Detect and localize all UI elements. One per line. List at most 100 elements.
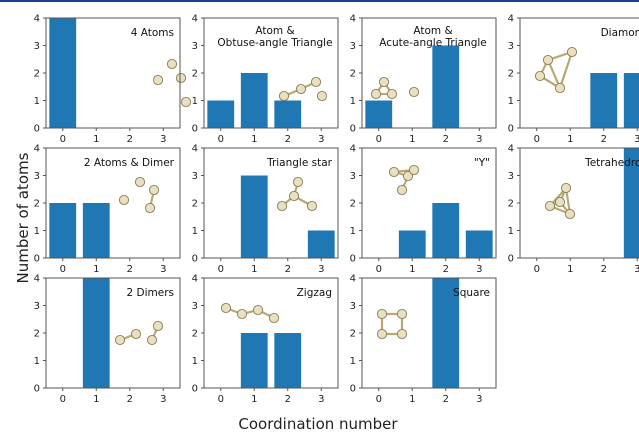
- bar: [274, 100, 302, 128]
- x-tick-label: 3: [634, 264, 639, 275]
- molecule-atom: [130, 328, 142, 340]
- molecule-atom: [295, 83, 307, 95]
- top-border: [0, 0, 639, 2]
- y-tick-label: 1: [350, 356, 356, 367]
- x-tick-label: 2: [285, 264, 291, 275]
- molecule-sketch: [114, 320, 164, 346]
- bar: [432, 278, 460, 388]
- subplot-panel: 0 1 2 3 4 0 1 2 3 Square: [350, 274, 497, 405]
- y-tick-label: 0: [508, 124, 514, 135]
- subplot-panel: 0 1 2 3 4 0 1 2 3 Atom &Acute-angle Triangle: [350, 14, 497, 145]
- subplot-title: Tetrahedron: [584, 157, 639, 169]
- subplot-title: Triangle star: [266, 157, 333, 169]
- bar: [623, 148, 639, 258]
- x-tick-label: 3: [318, 394, 324, 405]
- x-tick-label: 1: [251, 394, 257, 405]
- y-tick-label: 0: [350, 124, 356, 135]
- molecule-atom: [175, 72, 187, 84]
- subplot-panel: 0 1 2 3 4 0 1 2 3 Tetrahedron: [508, 144, 639, 275]
- y-tick-label: 2: [508, 199, 514, 210]
- subplot-title: Atom &: [255, 25, 294, 37]
- x-tick-label: 2: [601, 264, 607, 275]
- molecule-atom: [554, 196, 566, 208]
- x-tick-label: 3: [318, 264, 324, 275]
- molecule-atom: [114, 334, 126, 346]
- y-tick-label: 4: [508, 14, 514, 25]
- molecule-atom: [148, 184, 160, 196]
- x-tick-label: 0: [534, 264, 540, 275]
- y-tick-label: 0: [350, 254, 356, 265]
- subplot-title: Atom &: [413, 25, 452, 37]
- y-tick-label: 2: [192, 69, 198, 80]
- y-tick-label: 2: [34, 199, 40, 210]
- x-tick-label: 3: [160, 134, 166, 145]
- molecule-atom: [376, 328, 388, 340]
- molecule-atom: [146, 334, 158, 346]
- molecule-sketch: [370, 76, 420, 100]
- subplot-title: Acute-angle Triangle: [379, 37, 487, 49]
- y-tick-label: 0: [192, 124, 198, 135]
- molecule-atom: [268, 312, 280, 324]
- y-tick-label: 1: [192, 226, 198, 237]
- subplot-title: 4 Atoms: [131, 27, 174, 39]
- x-tick-label: 0: [60, 264, 66, 275]
- x-tick-label: 2: [127, 394, 133, 405]
- y-tick-label: 3: [350, 41, 356, 52]
- x-tick-label: 2: [285, 134, 291, 145]
- molecule-atom: [134, 176, 146, 188]
- x-tick-label: 1: [409, 134, 415, 145]
- x-tick-label: 0: [60, 394, 66, 405]
- x-tick-label: 0: [60, 134, 66, 145]
- molecule-sketch: [544, 182, 576, 220]
- molecule-atom: [396, 328, 408, 340]
- x-tick-label: 2: [443, 264, 449, 275]
- bar: [432, 45, 460, 128]
- x-tick-label: 0: [218, 134, 224, 145]
- molecule-atom: [542, 54, 554, 66]
- y-tick-label: 2: [350, 329, 356, 340]
- x-axis-label: Coordination number: [238, 415, 398, 433]
- y-tick-label: 1: [192, 356, 198, 367]
- x-tick-label: 3: [160, 394, 166, 405]
- molecule-atom: [288, 190, 300, 202]
- bar: [432, 203, 460, 258]
- x-tick-label: 2: [601, 134, 607, 145]
- x-tick-label: 0: [534, 134, 540, 145]
- bar: [590, 73, 618, 128]
- molecule-atom: [408, 164, 420, 176]
- molecule-sketch: [276, 176, 318, 212]
- molecule-sketch: [152, 58, 192, 108]
- molecule-atom: [310, 76, 322, 88]
- subplot-title: Diamond: [601, 27, 639, 39]
- y-tick-label: 4: [508, 144, 514, 155]
- y-tick-label: 1: [350, 96, 356, 107]
- x-tick-label: 2: [443, 394, 449, 405]
- bar: [82, 278, 110, 388]
- bar: [623, 73, 639, 128]
- molecule-atom: [402, 170, 414, 182]
- y-tick-label: 2: [34, 69, 40, 80]
- x-tick-label: 0: [376, 264, 382, 275]
- bar: [49, 203, 77, 258]
- molecule-atom: [166, 58, 178, 70]
- x-tick-label: 1: [409, 394, 415, 405]
- y-tick-label: 0: [192, 254, 198, 265]
- bar: [307, 230, 335, 258]
- x-tick-label: 1: [93, 264, 99, 275]
- y-tick-label: 3: [350, 301, 356, 312]
- bar: [240, 175, 268, 258]
- y-tick-label: 4: [192, 14, 198, 25]
- molecule-atom: [152, 74, 164, 86]
- x-tick-label: 0: [376, 134, 382, 145]
- molecule-atom: [370, 88, 382, 100]
- molecule-sketch: [534, 46, 578, 94]
- x-tick-label: 3: [476, 134, 482, 145]
- y-tick-label: 3: [34, 41, 40, 52]
- y-tick-label: 3: [34, 171, 40, 182]
- y-tick-label: 3: [192, 301, 198, 312]
- molecule-atom: [560, 182, 572, 194]
- molecule-bond: [546, 59, 562, 89]
- y-tick-label: 4: [350, 274, 356, 285]
- x-tick-label: 2: [127, 134, 133, 145]
